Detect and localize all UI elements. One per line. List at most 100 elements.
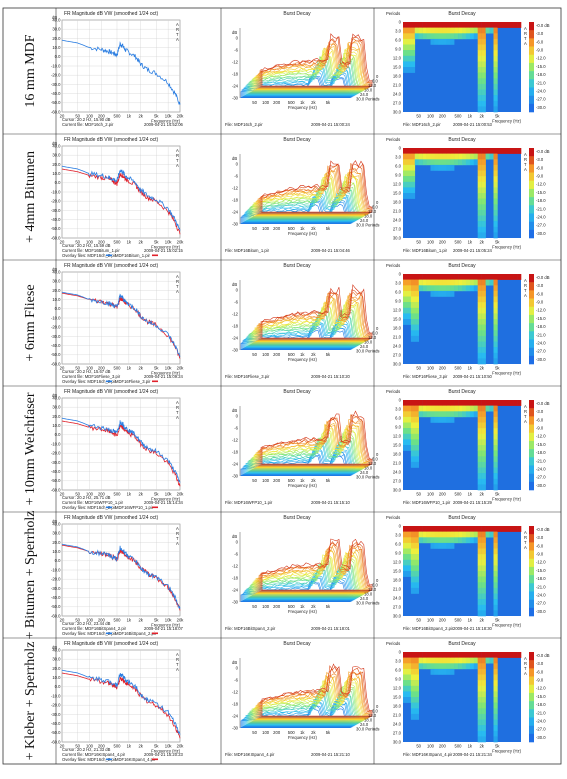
heatmap-cell (477, 204, 482, 211)
fr-y-tick: 30.0 (52, 531, 61, 536)
heatmap-cell (505, 148, 510, 154)
fr-x-label: Frequency (Hz) (151, 119, 180, 124)
heatmap-cell (410, 153, 416, 160)
heatmap-cell (418, 411, 423, 418)
heatmap-cell (406, 652, 412, 658)
heatmap-cell (422, 274, 427, 280)
waterfall-db-tick: 0 (236, 539, 239, 544)
heatmap-cell (465, 400, 471, 406)
heatmap-cell (410, 674, 416, 681)
color-scale-step (529, 188, 534, 198)
waterfall-x-tick: 1k (300, 352, 305, 357)
heatmap-cell (517, 652, 522, 658)
heatmap-cell (414, 422, 419, 429)
fr-current-file: Current file: MDF16KISpan4_4.pir (62, 752, 126, 757)
heatmap-cell (406, 274, 412, 280)
waterfall-x-tick: 5k (326, 226, 331, 231)
heatmap-cell (414, 302, 419, 308)
waterfall-db-tick: -6 (234, 677, 238, 682)
waterfall-slice (261, 160, 373, 213)
heatmap-cell (446, 657, 451, 664)
heatmap-cell (442, 285, 447, 292)
waterfall-period-tick: 0 (376, 704, 379, 709)
heatmap-cell (469, 285, 475, 292)
heatmap-cell (422, 285, 427, 292)
fr-x-tick: 2k (138, 492, 143, 497)
heatmap-cell (450, 148, 455, 154)
heatmap-cell (410, 433, 416, 440)
waterfall-db-tick: -18 (232, 701, 239, 706)
fr-x-tick: 10k (165, 114, 173, 119)
heatmap-cell (422, 526, 427, 532)
burst-decay-y-tick: 6.0 (395, 415, 401, 420)
heatmap-cell (426, 279, 431, 286)
heatmap-cell (446, 22, 451, 28)
heatmap-cell (469, 400, 475, 406)
color-scale-step (529, 71, 534, 80)
heatmap-cell (430, 652, 435, 658)
heatmap-cell (481, 697, 486, 703)
burst-decay-y-tick: 12.0 (393, 433, 402, 438)
heatmap-cell (406, 313, 412, 320)
heatmap-cell (410, 680, 416, 686)
heatmap-cell (406, 680, 412, 686)
heatmap-cell (509, 274, 514, 280)
fr-x-tick: 500 (113, 744, 121, 749)
waterfall-x-label: Frequency (Hz) (288, 609, 317, 614)
heatmap-cell (465, 537, 471, 544)
fr-y-tick: 0.0 (55, 558, 61, 563)
heatmap-cell (414, 708, 419, 715)
burst-decay-y-tick: 24.0 (393, 217, 402, 222)
heatmap-cell (450, 405, 455, 412)
heatmap-cell (450, 531, 455, 538)
waterfall-x-tick: 500 (288, 730, 296, 735)
heatmap-cell (481, 72, 486, 79)
heatmap-cell (422, 537, 427, 544)
arta-letter: T (176, 410, 179, 415)
burst-decay-date: 2009-04-21 15:10:50 (453, 374, 493, 379)
heatmap-cell (403, 285, 408, 292)
heatmap-cell (481, 352, 486, 359)
waterfall-db-tick: 0 (236, 287, 239, 292)
heatmap-cell (481, 274, 486, 280)
heatmap-cell (493, 324, 498, 331)
heatmap-cell (473, 33, 478, 40)
waterfall-x-tick: 100 (262, 604, 270, 609)
fr-series-line (61, 669, 181, 735)
burst-decay-y-tick: 30.0 (393, 739, 402, 744)
color-scale-step (529, 701, 534, 710)
waterfall-x-tick: 1k (300, 100, 305, 105)
waterfall-slice (260, 414, 372, 465)
burst-decay-y-tick: 3.0 (395, 280, 401, 285)
fr-series-line (61, 165, 181, 231)
heatmap-cell (485, 148, 490, 154)
waterfall-period-tick: 0 (376, 74, 379, 79)
heatmap-cell (509, 148, 514, 154)
burst-decay-y-tick: 21.0 (393, 586, 402, 591)
heatmap-cell (434, 159, 439, 166)
heatmap-cell (465, 663, 471, 670)
heatmap-cell (410, 50, 416, 56)
arta-letter: A (524, 530, 527, 535)
heatmap-cell (434, 33, 439, 40)
heatmap-cell (446, 668, 451, 675)
heatmap-cell (477, 319, 482, 325)
heatmap-cell (477, 347, 482, 353)
heatmap-cell (481, 38, 486, 45)
heatmap-cell (493, 691, 498, 698)
heatmap-cell (481, 27, 486, 34)
heatmap-cell (481, 296, 486, 303)
heatmap-cell (462, 22, 467, 28)
heatmap-cell (481, 478, 486, 485)
heatmap-cell (497, 526, 502, 532)
fr-y-tick: 20.0 (52, 540, 61, 545)
burst-decay-title: Burst Decay (448, 641, 476, 647)
heatmap-cell (406, 55, 412, 62)
heatmap-cell (493, 307, 498, 314)
heatmap-cell (434, 22, 439, 28)
heatmap-cell (410, 400, 416, 406)
heatmap-cell (414, 274, 419, 280)
heatmap-cell (454, 526, 459, 532)
waterfall-slice (260, 35, 372, 87)
